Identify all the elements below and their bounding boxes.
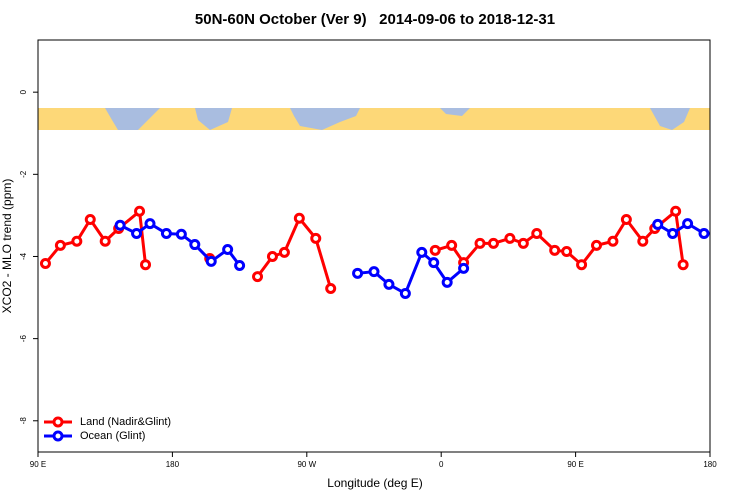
point	[140, 259, 152, 271]
point	[114, 219, 126, 231]
point	[189, 239, 201, 251]
point	[352, 267, 364, 279]
point	[222, 243, 234, 255]
x-tick-label: 0	[439, 460, 444, 469]
y-tick-label: -4	[19, 252, 28, 260]
point	[131, 227, 143, 239]
y-tick-label: -2	[19, 170, 28, 178]
x-tick-label: 90 E	[567, 460, 583, 469]
point	[458, 262, 470, 274]
point	[652, 218, 664, 230]
point	[416, 246, 428, 258]
x-tick-label: 180	[166, 460, 180, 469]
point	[667, 227, 679, 239]
point	[134, 205, 146, 217]
point	[561, 246, 573, 258]
point	[399, 287, 411, 299]
point	[325, 283, 337, 295]
legend-marker	[52, 430, 64, 442]
point	[71, 235, 83, 247]
y-tick-label: -6	[19, 335, 28, 343]
point	[441, 276, 453, 288]
y-tick-label: -8	[19, 417, 28, 425]
plot-frame	[37, 39, 711, 453]
point	[144, 218, 156, 230]
point	[160, 227, 172, 239]
x-tick-label: 180	[703, 460, 717, 469]
point	[293, 212, 305, 224]
point	[677, 259, 689, 271]
point	[84, 214, 96, 226]
point	[670, 205, 682, 217]
point	[252, 271, 264, 283]
point	[517, 237, 529, 249]
point	[531, 227, 543, 239]
legend-marker	[52, 416, 64, 428]
point	[549, 244, 561, 256]
point	[175, 228, 187, 240]
y-axis-label: XCO2 - MLO trend (ppm)	[0, 179, 14, 314]
point	[278, 246, 290, 258]
point	[607, 235, 619, 247]
point	[39, 257, 51, 269]
legend-label: Ocean (Glint)	[80, 430, 145, 442]
point	[637, 235, 649, 247]
point	[266, 250, 278, 262]
map-strip	[38, 108, 710, 130]
point	[205, 255, 217, 267]
point	[474, 237, 486, 249]
series-line	[44, 208, 685, 289]
point	[591, 239, 603, 251]
x-axis-label: Longitude (deg E)	[327, 476, 422, 490]
point	[446, 239, 458, 251]
point	[504, 232, 516, 244]
point	[620, 214, 632, 226]
point	[99, 235, 111, 247]
point	[54, 239, 66, 251]
point	[234, 260, 246, 272]
point	[310, 232, 322, 244]
point	[383, 278, 395, 290]
point	[428, 257, 440, 269]
point	[429, 244, 441, 256]
chart-title: 50N-60N October (Ver 9) 2014-09-06 to 20…	[195, 11, 555, 28]
x-tick-label: 90 E	[30, 460, 46, 469]
point	[576, 259, 588, 271]
x-tick-label: 90 W	[297, 460, 316, 469]
point	[368, 266, 380, 278]
y-tick-label: 0	[19, 89, 28, 94]
legend-label: Land (Nadir&Glint)	[80, 416, 171, 428]
point	[682, 218, 694, 230]
point	[487, 237, 499, 249]
point	[698, 227, 710, 239]
